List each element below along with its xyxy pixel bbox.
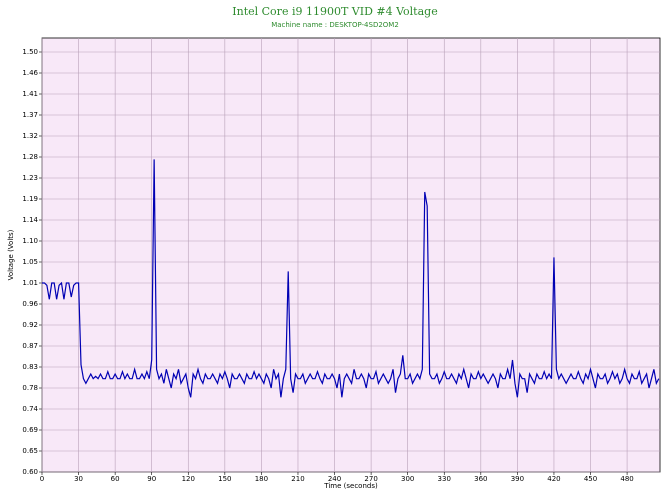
y-tick-label: 1.10: [22, 237, 38, 245]
y-tick-label: 0.87: [22, 342, 38, 350]
x-tick-label: 90: [147, 475, 156, 483]
y-tick-label: 1.14: [22, 216, 38, 224]
chart-title: Intel Core i9 11900T VID #4 Voltage: [232, 5, 437, 18]
x-tick-label: 330: [438, 475, 451, 483]
y-tick-label: 1.46: [22, 69, 38, 77]
x-tick-label: 360: [474, 475, 487, 483]
x-tick-label: 390: [511, 475, 524, 483]
x-axis-label: Time (seconds): [323, 482, 378, 490]
plot-area: [41, 37, 661, 473]
y-tick-label: 0.96: [22, 300, 38, 308]
y-tick-label: 1.50: [22, 48, 38, 56]
y-tick-label: 1.37: [22, 111, 38, 119]
y-tick-label: 0.60: [22, 468, 38, 476]
y-tick-label: 1.28: [22, 153, 38, 161]
x-tick-label: 30: [74, 475, 83, 483]
x-tick-label: 300: [401, 475, 414, 483]
chart-subtitle: Machine name : DESKTOP-4SD2OM2: [271, 21, 399, 29]
y-tick-label: 0.65: [22, 447, 38, 455]
y-tick-label: 1.01: [22, 279, 38, 287]
x-tick-label: 480: [620, 475, 633, 483]
x-tick-label: 270: [364, 475, 377, 483]
x-tick-label: 210: [291, 475, 304, 483]
x-tick-label: 60: [111, 475, 120, 483]
x-tick-label: 0: [40, 475, 44, 483]
x-tick-label: 150: [218, 475, 231, 483]
y-tick-label: 1.19: [22, 195, 38, 203]
y-axis-label: Voltage (Volts): [7, 229, 15, 280]
x-tick-label: 450: [584, 475, 597, 483]
y-tick-label: 0.92: [22, 321, 38, 329]
y-tick-label: 0.74: [22, 405, 38, 413]
voltage-line: [42, 159, 660, 398]
y-tick-label: 0.69: [22, 426, 38, 434]
y-tick-label: 1.05: [22, 258, 38, 266]
x-tick-label: 120: [182, 475, 195, 483]
x-tick-label: 240: [328, 475, 341, 483]
y-tick-label: 1.32: [22, 132, 38, 140]
y-tick-label: 1.23: [22, 174, 38, 182]
y-tick-label: 0.83: [22, 363, 38, 371]
y-tick-label: 1.41: [22, 90, 38, 98]
x-tick-label: 180: [255, 475, 268, 483]
y-tick-label: 0.78: [22, 384, 38, 392]
x-tick-label: 420: [547, 475, 560, 483]
